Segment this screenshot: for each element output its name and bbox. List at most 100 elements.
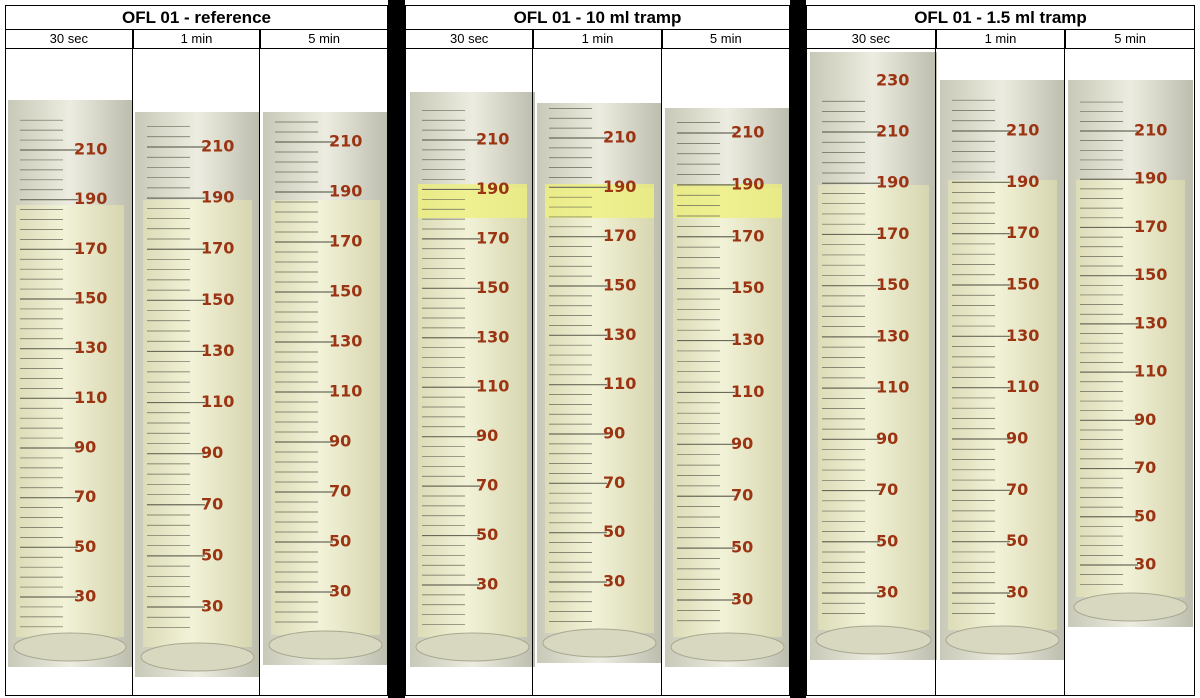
- cylinder-base: [945, 625, 1060, 655]
- scale-label: 150: [731, 278, 764, 297]
- liquid: [818, 185, 929, 630]
- column-label: 30 sec: [806, 30, 936, 49]
- scale-label: 30: [731, 590, 753, 609]
- column-label: 5 min: [661, 30, 790, 49]
- scale-label: 70: [1006, 480, 1028, 499]
- scale-label: 170: [74, 239, 107, 258]
- scale-label: 170: [476, 228, 509, 247]
- scale-label: 190: [476, 179, 509, 198]
- liquid: [673, 188, 782, 637]
- scale-label: 150: [1006, 275, 1039, 294]
- scale-label: 150: [603, 276, 636, 295]
- scale-label: 70: [74, 487, 96, 506]
- scale-label: 30: [1006, 583, 1028, 602]
- scale-label: 190: [876, 173, 909, 192]
- separator: [790, 0, 806, 698]
- scale-label: 30: [876, 583, 898, 602]
- scale-label: 170: [731, 226, 764, 245]
- column-label: 5 min: [1065, 30, 1195, 49]
- scale-label: 70: [876, 480, 898, 499]
- scale-label: 110: [329, 382, 362, 401]
- cylinder-photo: 210 190 170 150 130 110 90 70 50 30: [263, 112, 388, 665]
- cell-border: [5, 49, 133, 696]
- liquid: [948, 180, 1057, 630]
- cylinder-base: [542, 628, 657, 658]
- scale-label: 190: [329, 182, 362, 201]
- scale-label: 70: [476, 476, 498, 495]
- scale-label: 150: [74, 289, 107, 308]
- cylinder-base: [140, 642, 255, 672]
- scale-label: 70: [731, 486, 753, 505]
- group-title: OFL 01 - reference: [5, 5, 388, 30]
- scale-label: 190: [1134, 169, 1167, 188]
- scale-label: 110: [1134, 362, 1167, 381]
- scale-label: 170: [1006, 223, 1039, 242]
- cylinder-photo: 210 190 170 150 130 110 90 70 50 30: [410, 92, 535, 667]
- scale-label: 170: [876, 224, 909, 243]
- liquid: [143, 200, 252, 647]
- scale-label: 150: [476, 278, 509, 297]
- cell-border: [935, 49, 1066, 696]
- group-title: OFL 01 - 1.5 ml tramp: [806, 5, 1195, 30]
- cylinder-base: [670, 632, 785, 662]
- cylinder-base: [415, 632, 530, 662]
- scale-label: 50: [731, 538, 753, 557]
- liquid: [545, 188, 654, 633]
- cylinder-photo: 210 190 170 150 130 110 90 70 50 30: [940, 80, 1065, 660]
- scale-label: 30: [476, 575, 498, 594]
- scale-label: 210: [74, 140, 107, 159]
- scale-label: 210: [476, 130, 509, 149]
- cylinder-photo: 210 190 170 150 130 110 90 70 50 30: [1068, 80, 1193, 627]
- scale-label: 150: [201, 290, 234, 309]
- scale-label: 230: [876, 70, 909, 89]
- column-label: 1 min: [533, 30, 662, 49]
- scale-label: 130: [731, 330, 764, 349]
- cylinder-base: [13, 632, 127, 662]
- scale-label: 50: [329, 532, 351, 551]
- scale-label: 30: [1134, 555, 1156, 574]
- scale-label: 190: [74, 189, 107, 208]
- scale-label: 50: [476, 525, 498, 544]
- liquid: [418, 188, 527, 637]
- scale-label: 90: [329, 432, 351, 451]
- liquid: [271, 200, 380, 635]
- scale-label: 170: [603, 226, 636, 245]
- scale-label: 170: [1134, 217, 1167, 236]
- group-title: OFL 01 - 10 ml tramp: [405, 5, 790, 30]
- scale-label: 90: [876, 429, 898, 448]
- scale-label: 130: [74, 338, 107, 357]
- scale-label: 150: [1134, 265, 1167, 284]
- scale-label: 30: [329, 582, 351, 601]
- scale-label: 90: [1134, 410, 1156, 429]
- foam-layer: [545, 184, 654, 218]
- scale-label: 150: [876, 275, 909, 294]
- scale-label: 50: [74, 537, 96, 556]
- cylinder-photo: 210 190 170 150 130 110 90 70 50 30 230: [810, 52, 937, 660]
- scale-label: 210: [731, 123, 764, 142]
- scale-label: 50: [201, 545, 223, 564]
- scale-label: 170: [201, 239, 234, 258]
- scale-label: 190: [603, 177, 636, 196]
- cell-border: [661, 49, 790, 696]
- scale-label: 30: [201, 597, 223, 616]
- scale-label: 110: [74, 388, 107, 407]
- scale-label: 170: [329, 232, 362, 251]
- cylinder-photo: 210 190 170 150 130 110 90 70 50 30: [8, 100, 132, 667]
- scale-label: 130: [603, 325, 636, 344]
- scale-label: 190: [731, 174, 764, 193]
- scale-label: 30: [603, 572, 625, 591]
- column-label: 5 min: [260, 30, 388, 49]
- scale-label: 90: [476, 426, 498, 445]
- cylinder-photo: 210 190 170 150 130 110 90 70 50 30: [537, 103, 662, 663]
- column-label: 1 min: [935, 30, 1066, 49]
- scale-label: 210: [1134, 121, 1167, 140]
- scale-label: 130: [201, 341, 234, 360]
- scale-label: 110: [603, 374, 636, 393]
- scale-label: 90: [731, 434, 753, 453]
- cell-border: [1065, 49, 1195, 696]
- cell-border: [533, 49, 662, 696]
- scale-label: 90: [74, 438, 96, 457]
- cylinder-base: [268, 630, 383, 660]
- column-label: 30 sec: [5, 30, 133, 49]
